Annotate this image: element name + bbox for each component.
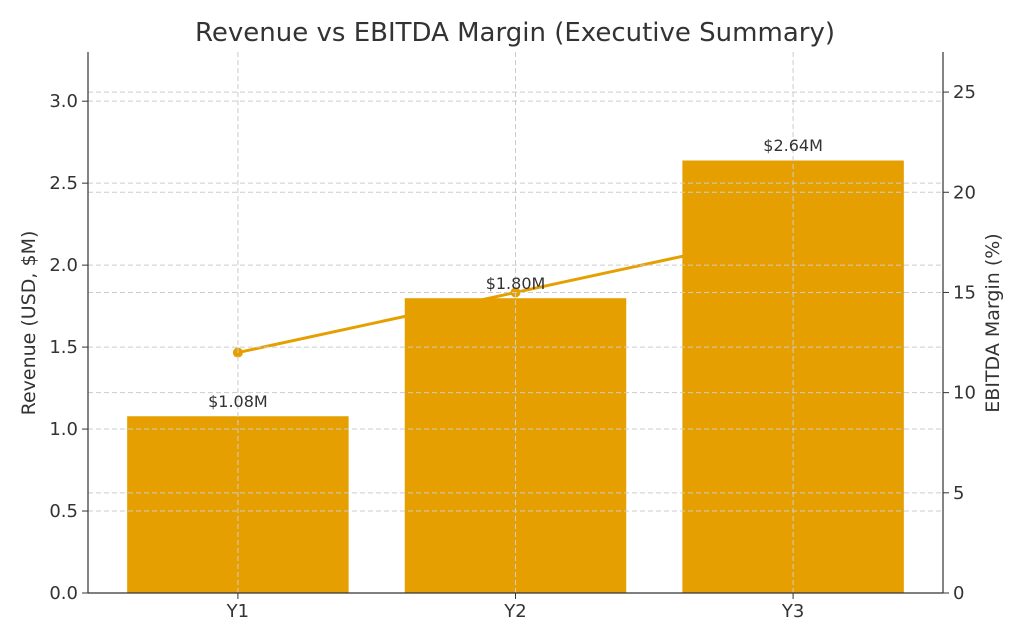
y2-tick-label: 25 [953, 82, 976, 103]
y-tick-label: 2.0 [49, 255, 78, 276]
y-tick-label: 1.5 [49, 337, 78, 358]
y2-tick-label: 5 [953, 483, 964, 504]
y-tick-label: 0.5 [49, 501, 78, 522]
bar-value-label: $2.64M [763, 136, 823, 155]
x-tick-label: Y2 [503, 601, 526, 622]
bar-value-label: $1.08M [208, 392, 268, 411]
x-tick-label: Y1 [226, 601, 249, 622]
y-tick-label: 0.0 [49, 583, 78, 604]
y2-tick-label: 15 [953, 282, 976, 303]
y-tick-label: 2.5 [49, 173, 78, 194]
y2-tick-label: 0 [953, 583, 964, 604]
y2-axis-label: EBITDA Margin (%) [982, 233, 1004, 412]
y2-tick-label: 10 [953, 383, 976, 404]
y-tick-label: 1.0 [49, 419, 78, 440]
chart-title: Revenue vs EBITDA Margin (Executive Summ… [195, 18, 835, 48]
y-axis-label: Revenue (USD, $M) [18, 231, 40, 416]
y-tick-label: 3.0 [49, 91, 78, 112]
y2-tick-label: 20 [953, 182, 976, 203]
bar-value-label: $1.80M [486, 274, 546, 293]
x-tick-label: Y3 [781, 601, 804, 622]
